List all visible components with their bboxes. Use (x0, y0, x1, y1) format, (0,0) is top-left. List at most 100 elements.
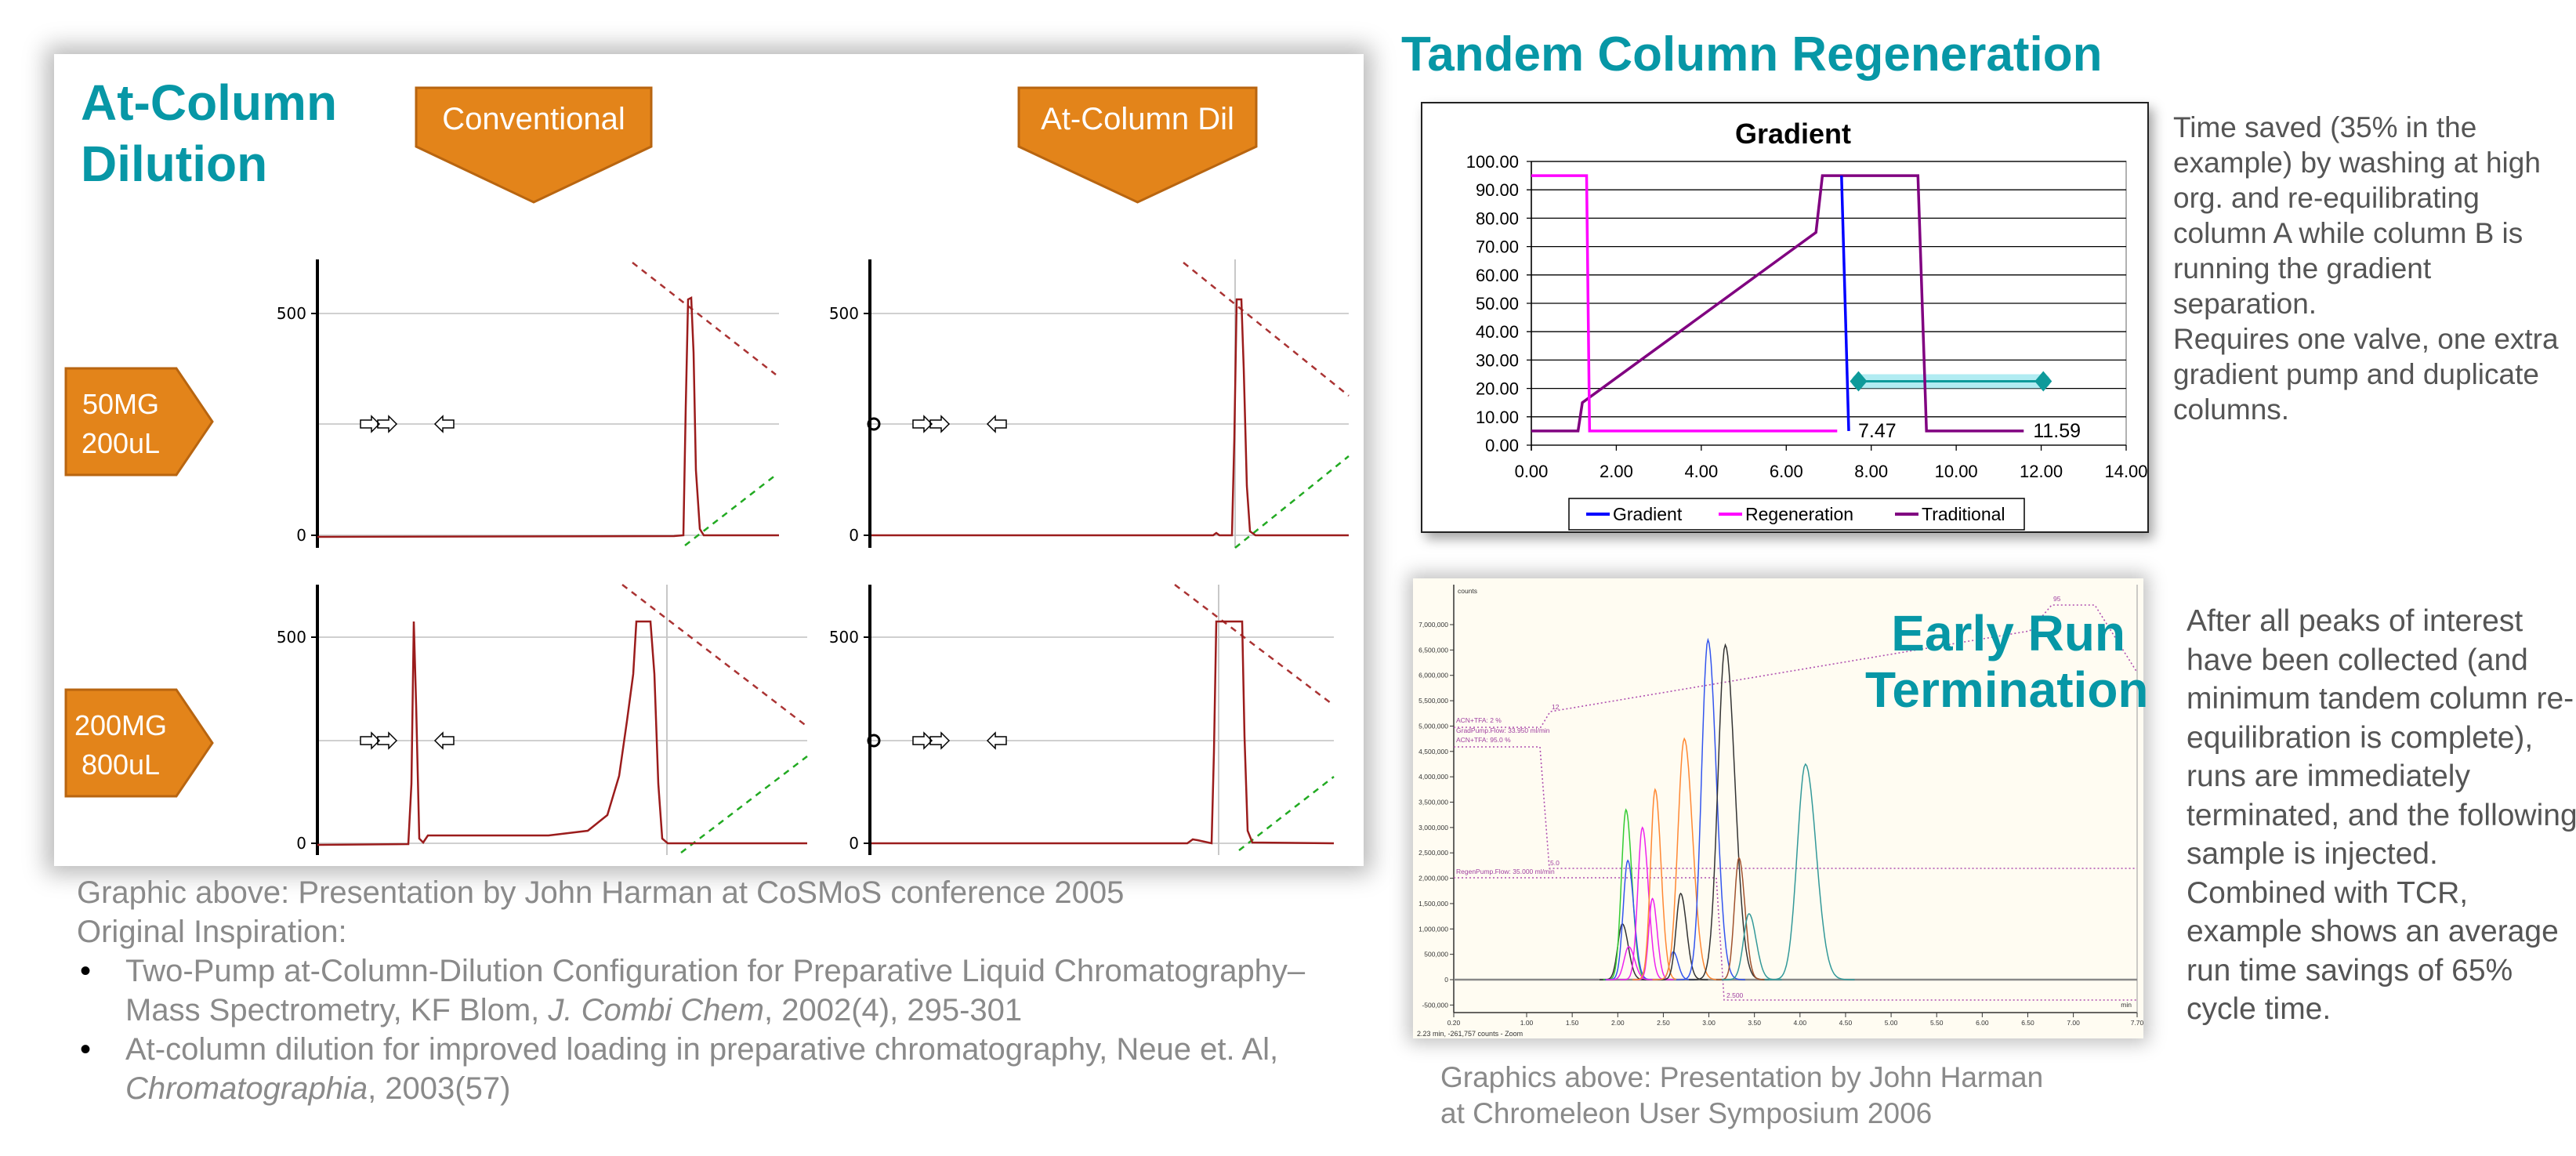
chromatogram-peak (1716, 857, 1766, 980)
green-dashed-line (1238, 776, 1335, 851)
banner-conventional-label: Conventional (442, 102, 625, 136)
ert-combined-text: Combined with TCR, example shows an aver… (2187, 875, 2559, 1027)
banner-at-column-dilution (1017, 86, 1258, 204)
regen-program-line (1454, 746, 2137, 869)
reference-text: At-column dilution for improved loading … (125, 1032, 1279, 1067)
tick-label-500: 500 (829, 628, 859, 647)
tcr-requirements-text: Requires one valve, one extra gradient p… (2173, 323, 2559, 426)
x-tick-label: 6.00 (1770, 462, 1803, 481)
y-tick-label: 7,000,000 (1418, 621, 1448, 629)
status-bar-text: 2.23 min, -261,757 counts - Zoom (1417, 1030, 1523, 1038)
x-tick-label: 2.00 (1611, 1019, 1625, 1027)
y-tick-label: -500,000 (1422, 1001, 1448, 1009)
load-tag-50mg (64, 367, 214, 477)
left-caption: Graphic above: Presentation by John Harm… (77, 873, 1370, 1108)
y-tick-label: 0.00 (1485, 436, 1519, 455)
chromatogram-conventional-50mg: 500 0 (277, 259, 779, 548)
fraction-marker-arrow-icon (433, 415, 455, 433)
red-dashed-line (621, 584, 808, 727)
diamond-marker-icon (2034, 371, 2052, 392)
chromatogram-trace (871, 620, 1335, 845)
ert-title-line-1: Early Run (1891, 605, 2125, 661)
ert-title: Early Run Termination (1865, 605, 2149, 718)
y-tick-label: 5,500,000 (1418, 697, 1448, 705)
annotation-label: 11.59 (2033, 420, 2081, 442)
early-run-chromatogram-frame (1413, 578, 2143, 1038)
x-tick-label: 5.50 (1930, 1019, 1944, 1027)
chromatogram-label: ACN+TFA: 95.0 % (1456, 736, 1511, 744)
fraction-marker-arrow-icon (986, 415, 1007, 433)
x-tick-label: 1.50 (1566, 1019, 1579, 1027)
chromatogram-label: 2.500 (1726, 991, 1744, 999)
y-tick-label: 10.00 (1476, 408, 1519, 427)
y-tick-label: 40.00 (1476, 322, 1519, 342)
ert-title-line-2: Termination (1865, 661, 2149, 718)
x-tick-label: 3.00 (1702, 1019, 1716, 1027)
green-dashed-line (684, 474, 777, 546)
load-tag-50mg-line-1: 50MG (82, 388, 159, 420)
y-tick-label: 1,500,000 (1418, 900, 1448, 908)
x-tick-label: 3.50 (1748, 1019, 1761, 1027)
graphic-credit: Graphic above: Presentation by John Harm… (77, 875, 1125, 910)
fraction-marker-arrow-icon (986, 731, 1007, 750)
chromatogram-conventional-200mg: 500 0 (277, 584, 808, 855)
load-tag-50mg-line-2: 200uL (82, 427, 160, 459)
legend (1568, 498, 2025, 531)
y-tick-label: 4,000,000 (1418, 773, 1448, 781)
tcr-description-text: Time saved (35% in the example) by washi… (2173, 111, 2541, 320)
y-tick-label: 2,500,000 (1418, 849, 1448, 857)
tick-label-500: 500 (277, 628, 306, 647)
tick-label-500: 500 (277, 304, 306, 323)
series-traditional (1531, 174, 2024, 433)
chromatogram-label: 12 (1552, 703, 1560, 711)
reference-tail: , 2003(57) (368, 1071, 511, 1106)
y-tick-label: 20.00 (1476, 379, 1519, 399)
ert-caption: Graphics above: Presentation by John Har… (1440, 1060, 2043, 1132)
at-column-dilution-title: At-Column Dilution (81, 72, 337, 194)
legend-label: Regeneration (1745, 504, 1853, 524)
gradient-program-line (1454, 604, 2138, 728)
x-tick-label: 4.00 (1684, 462, 1718, 481)
tcr-title: Tandem Column Regeneration (1401, 27, 2103, 82)
x-tick-label: 7.00 (2067, 1019, 2080, 1027)
chromatogram-label: ACN+TFA: 2 % (1456, 716, 1502, 724)
red-dashed-line (1174, 584, 1335, 706)
y-tick-label: 3,500,000 (1418, 799, 1448, 806)
x-tick-label: 4.00 (1794, 1019, 1807, 1027)
gradient-chart-frame (1421, 102, 2149, 533)
y-tick-label: 100.00 (1466, 152, 1519, 172)
bullet: • (80, 1032, 92, 1067)
title-line-1: At-Column (81, 74, 338, 131)
y-tick-label: 80.00 (1476, 208, 1519, 228)
series-gradient (1840, 176, 1850, 431)
x-tick-label: 8.00 (1854, 462, 1888, 481)
injection-marker-icon (867, 734, 881, 748)
y-tick-label: 30.00 (1476, 350, 1519, 370)
y-tick-label: 3,000,000 (1418, 824, 1448, 832)
annotation-label: 7.47 (1858, 420, 1897, 442)
load-tag-200mg-line-1: 200MG (74, 709, 167, 741)
title-line-2: Dilution (81, 136, 268, 192)
ert-description: After all peaks of interest have been co… (2187, 602, 2576, 1029)
x-tick-label: 2.50 (1657, 1019, 1670, 1027)
tick-label-0: 0 (296, 526, 306, 545)
fraction-marker-arrows-icon (912, 731, 951, 750)
tick-label-0: 0 (849, 834, 859, 853)
chromatogram-peak (1676, 637, 1745, 980)
tick-label-0: 0 (849, 526, 859, 545)
y-tick-label: 90.00 (1476, 180, 1519, 200)
chromatogram-trace (317, 620, 807, 846)
chromatogram-label: 95 (2053, 595, 2061, 603)
chromatogram-at-column-200mg: 500 0 (829, 584, 1335, 855)
reference-item: • Two-Pump at-Column-Dilution Configurati… (80, 951, 1370, 1030)
chromatogram-label: GradPump.Flow: 33.950 ml/min (1456, 727, 1550, 734)
regen-flow-line (1454, 877, 2137, 1001)
x-tick-label: 6.50 (2021, 1019, 2034, 1027)
tick-label-0: 0 (296, 834, 306, 853)
original-inspiration-label: Original Inspiration: (77, 915, 347, 949)
chromatogram-peak (1764, 763, 1855, 980)
at-column-dilution-graphics: Conventional At-Column Dil 50MG 200uL 200MG 8… (64, 86, 1350, 855)
chromatogram-trace (317, 296, 779, 538)
x-tick-label: 10.00 (1935, 462, 1978, 481)
